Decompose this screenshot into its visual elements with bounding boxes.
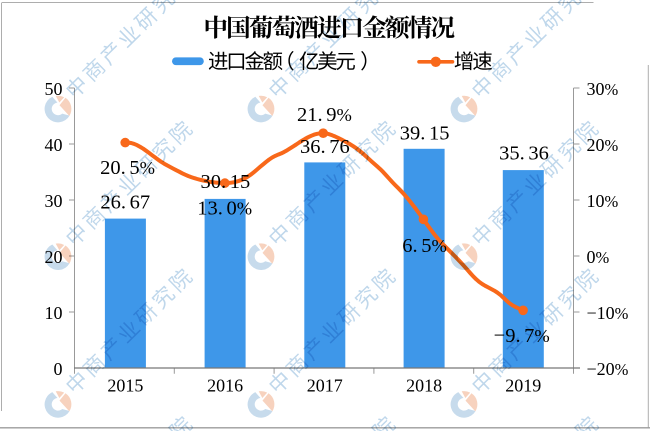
svg-text:36.76: 36. 76: [300, 136, 350, 158]
svg-text:50: 50: [45, 79, 63, 99]
svg-text:39.15: 39. 15: [400, 122, 450, 144]
svg-text:30.15: 30. 15: [201, 171, 251, 193]
svg-text:40: 40: [45, 135, 63, 155]
svg-text:−20%: −20%: [587, 359, 629, 379]
svg-text:10%: 10%: [587, 191, 619, 211]
svg-text:2018: 2018: [406, 376, 442, 396]
svg-text:6.5%: 6. 5%: [402, 235, 447, 257]
svg-text:21.9%: 21. 9%: [297, 104, 352, 126]
svg-text:−10%: −10%: [587, 303, 629, 323]
svg-text:2019: 2019: [505, 376, 541, 396]
svg-text:10: 10: [45, 303, 63, 323]
svg-text:0: 0: [54, 359, 63, 379]
svg-text:20%: 20%: [587, 135, 619, 155]
svg-text:2015: 2015: [107, 376, 143, 396]
svg-text:0%: 0%: [587, 247, 610, 267]
svg-text:35.36: 35. 36: [499, 142, 549, 164]
svg-text:30: 30: [45, 191, 63, 211]
svg-text:2017: 2017: [307, 376, 343, 396]
svg-text:30%: 30%: [587, 79, 619, 99]
svg-text:2016: 2016: [207, 376, 243, 396]
svg-text:13.0%: 13. 0%: [197, 198, 252, 220]
